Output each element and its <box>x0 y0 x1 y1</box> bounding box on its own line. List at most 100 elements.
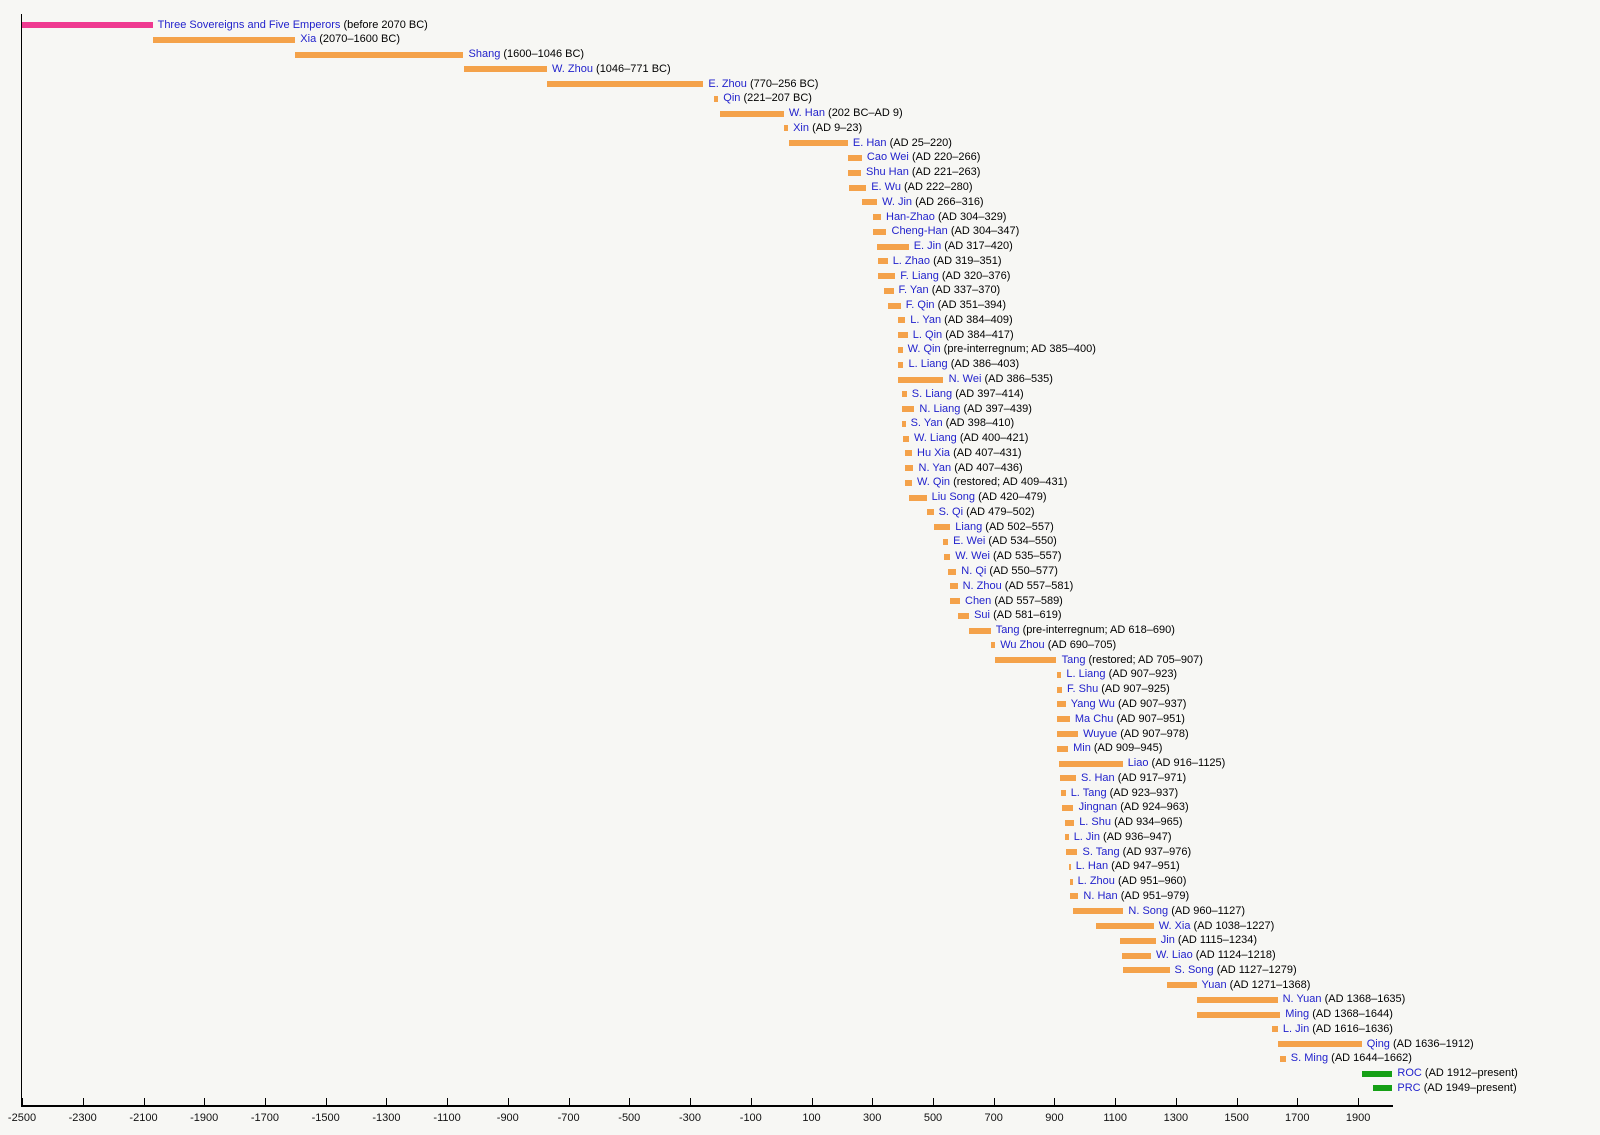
dynasty-name-link[interactable]: Jin <box>1160 934 1175 947</box>
dynasty-name-link[interactable]: W. Liang <box>914 432 957 445</box>
dynasty-name-link[interactable]: S. Han <box>1081 771 1115 784</box>
dynasty-name-link[interactable]: W. Qin <box>907 343 941 356</box>
dynasty-name-link[interactable]: E. Wu <box>871 181 901 193</box>
dynasty-name-link[interactable]: L. Yan <box>910 313 942 326</box>
dynasty-name-link[interactable]: Min <box>1073 742 1091 755</box>
dynasty-dates: (AD 397–439) <box>963 402 1032 415</box>
dynasty-name-link[interactable]: L. Jin <box>1073 830 1100 843</box>
dynasty-name-link[interactable]: E. Zhou <box>708 77 747 90</box>
dynasty-name-link[interactable]: E. Wei <box>953 535 986 548</box>
dynasty-bar <box>1056 671 1062 678</box>
dynasty-name-link[interactable]: Yuan <box>1201 978 1227 991</box>
dynasty-name-link[interactable]: L. Liang <box>1066 668 1106 681</box>
dynasty-name-link[interactable]: W. Han <box>788 107 825 120</box>
dynasty-name-link[interactable]: Hu Xia <box>917 446 951 459</box>
dynasty-name-link[interactable]: W. Zhou <box>552 62 593 75</box>
dynasty-name-link[interactable]: L. Qin <box>912 328 943 341</box>
dynasty-name-link[interactable]: S. Tang <box>1082 845 1120 858</box>
dynasty-name-link[interactable]: Qin <box>723 92 741 105</box>
dynasty-name-link[interactable]: W. Jin <box>882 195 913 208</box>
dynasty-name-link[interactable]: Liang <box>955 520 983 533</box>
timeline-row-label: L. Liang (AD 907–923) <box>1066 668 1177 681</box>
dynasty-name-link[interactable]: S. Qi <box>938 505 964 518</box>
dynasty-bar <box>295 51 464 58</box>
x-axis-tick-label: -300 <box>678 1112 702 1124</box>
timeline-row-label: L. Liang (AD 386–403) <box>909 358 1020 371</box>
dynasty-name-link[interactable]: Cao Wei <box>866 151 909 164</box>
dynasty-name-link[interactable]: Xin <box>793 121 809 134</box>
dynasty-name-link[interactable]: Tang <box>995 624 1020 637</box>
dynasty-name-link[interactable]: Xia <box>300 33 317 46</box>
dynasty-name-link[interactable]: F. Liang <box>900 269 939 282</box>
dynasty-name-link[interactable]: W. Qin <box>917 476 951 489</box>
timeline-row-label: Chen (AD 557–589) <box>965 595 1063 608</box>
dynasty-dates: (AD 535–557) <box>993 550 1062 563</box>
dynasty-name-link[interactable]: Wu Zhou <box>1000 638 1045 651</box>
dynasty-name-link[interactable]: N. Wei <box>948 373 982 385</box>
dynasty-name-link[interactable]: Liu Song <box>931 491 976 504</box>
dynasty-dates: (AD 502–557) <box>985 520 1054 533</box>
dynasty-name-link[interactable]: Yang Wu <box>1070 697 1115 710</box>
dynasty-dates: (AD 220–266) <box>911 151 981 164</box>
dynasty-name-link[interactable]: L. Zhao <box>892 254 930 267</box>
dynasty-name-link[interactable]: N. Zhou <box>962 579 1002 592</box>
dynasty-name-link[interactable]: S. Ming <box>1290 1052 1329 1065</box>
dynasty-name-link[interactable]: Shang <box>468 48 501 60</box>
dynasty-name-link[interactable]: S. Song <box>1174 963 1214 976</box>
dynasty-dates: (AD 304–347) <box>950 225 1020 238</box>
dynasty-bar <box>1361 1070 1393 1077</box>
dynasty-name-link[interactable]: S. Liang <box>911 387 953 400</box>
dynasty-name-link[interactable]: E. Han <box>852 136 887 149</box>
dynasty-name-link[interactable]: L. Jin <box>1282 1022 1310 1035</box>
dynasty-name-link[interactable]: Three Sovereigns and Five Emperors <box>157 18 341 31</box>
dynasty-name-link[interactable]: W. Xia <box>1158 919 1191 932</box>
dynasty-name-link[interactable]: Chen <box>965 594 992 607</box>
x-axis-tick-label: -2100 <box>129 1112 158 1124</box>
dynasty-dates: (AD 550–577) <box>989 565 1058 577</box>
dynasty-bar <box>848 169 861 176</box>
dynasty-name-link[interactable]: F. Qin <box>905 299 935 312</box>
dynasty-name-link[interactable]: N. Liang <box>919 402 961 415</box>
dynasty-name-link[interactable]: Wuyue <box>1083 727 1118 740</box>
dynasty-name-link[interactable]: ROC <box>1397 1067 1422 1080</box>
dynasty-name-link[interactable]: E. Jin <box>913 240 942 252</box>
dynasty-name-link[interactable]: Liao <box>1127 757 1149 769</box>
dynasty-dates: (AD 690–705) <box>1047 638 1117 651</box>
dynasty-name-link[interactable]: L. Zhou <box>1077 875 1115 888</box>
dynasty-bar <box>995 657 1057 664</box>
timeline-row-label: F. Shu (AD 907–925) <box>1067 683 1170 696</box>
dynasty-name-link[interactable]: Qing <box>1366 1037 1390 1050</box>
dynasty-name-link[interactable]: Han-Zhao <box>886 210 935 223</box>
dynasty-name-link[interactable]: L. Han <box>1075 860 1109 873</box>
dynasty-name-link[interactable]: N. Yuan <box>1282 993 1322 1006</box>
dynasty-name-link[interactable]: Sui <box>974 609 990 622</box>
dynasty-name-link[interactable]: F. Shu <box>1067 683 1099 696</box>
dynasty-name-link[interactable]: W. Liao <box>1156 949 1193 961</box>
dynasty-name-link[interactable]: Cheng-Han <box>891 225 948 238</box>
dynasty-name-link[interactable]: PRC <box>1397 1081 1421 1094</box>
dynasty-dates: (AD 907–925) <box>1101 683 1170 696</box>
dynasty-name-link[interactable]: N. Song <box>1128 904 1169 917</box>
timeline-row-label: PRC (AD 1949–present) <box>1397 1082 1516 1095</box>
dynasty-name-link[interactable]: L. Shu <box>1079 816 1111 829</box>
dynasty-name-link[interactable]: Shu Han <box>866 166 909 179</box>
dynasty-name-link[interactable]: Ming <box>1285 1008 1310 1021</box>
dynasty-bar <box>848 184 867 191</box>
dynasty-name-link[interactable]: N. Qi <box>961 565 987 577</box>
dynasty-name-link[interactable]: W. Wei <box>955 550 990 563</box>
dynasty-bar <box>950 583 958 590</box>
dynasty-dates: (restored; AD 705–907) <box>1088 653 1203 666</box>
timeline-row-label: S. Qi (AD 479–502) <box>939 506 1035 519</box>
dynasty-name-link[interactable]: Jingnan <box>1078 801 1118 814</box>
dynasty-name-link[interactable]: Ma Chu <box>1074 712 1114 725</box>
dynasty-name-link[interactable]: N. Han <box>1083 889 1118 902</box>
dynasty-bar <box>908 494 927 501</box>
dynasty-dates: (AD 960–1127) <box>1171 904 1245 917</box>
dynasty-bar <box>1072 908 1124 915</box>
dynasty-name-link[interactable]: L. Tang <box>1070 786 1107 799</box>
dynasty-name-link[interactable]: N. Yan <box>918 461 952 474</box>
dynasty-name-link[interactable]: L. Liang <box>908 358 948 371</box>
dynasty-name-link[interactable]: S. Yan <box>910 417 943 430</box>
dynasty-name-link[interactable]: Tang <box>1061 653 1086 666</box>
dynasty-name-link[interactable]: F. Yan <box>898 284 929 297</box>
